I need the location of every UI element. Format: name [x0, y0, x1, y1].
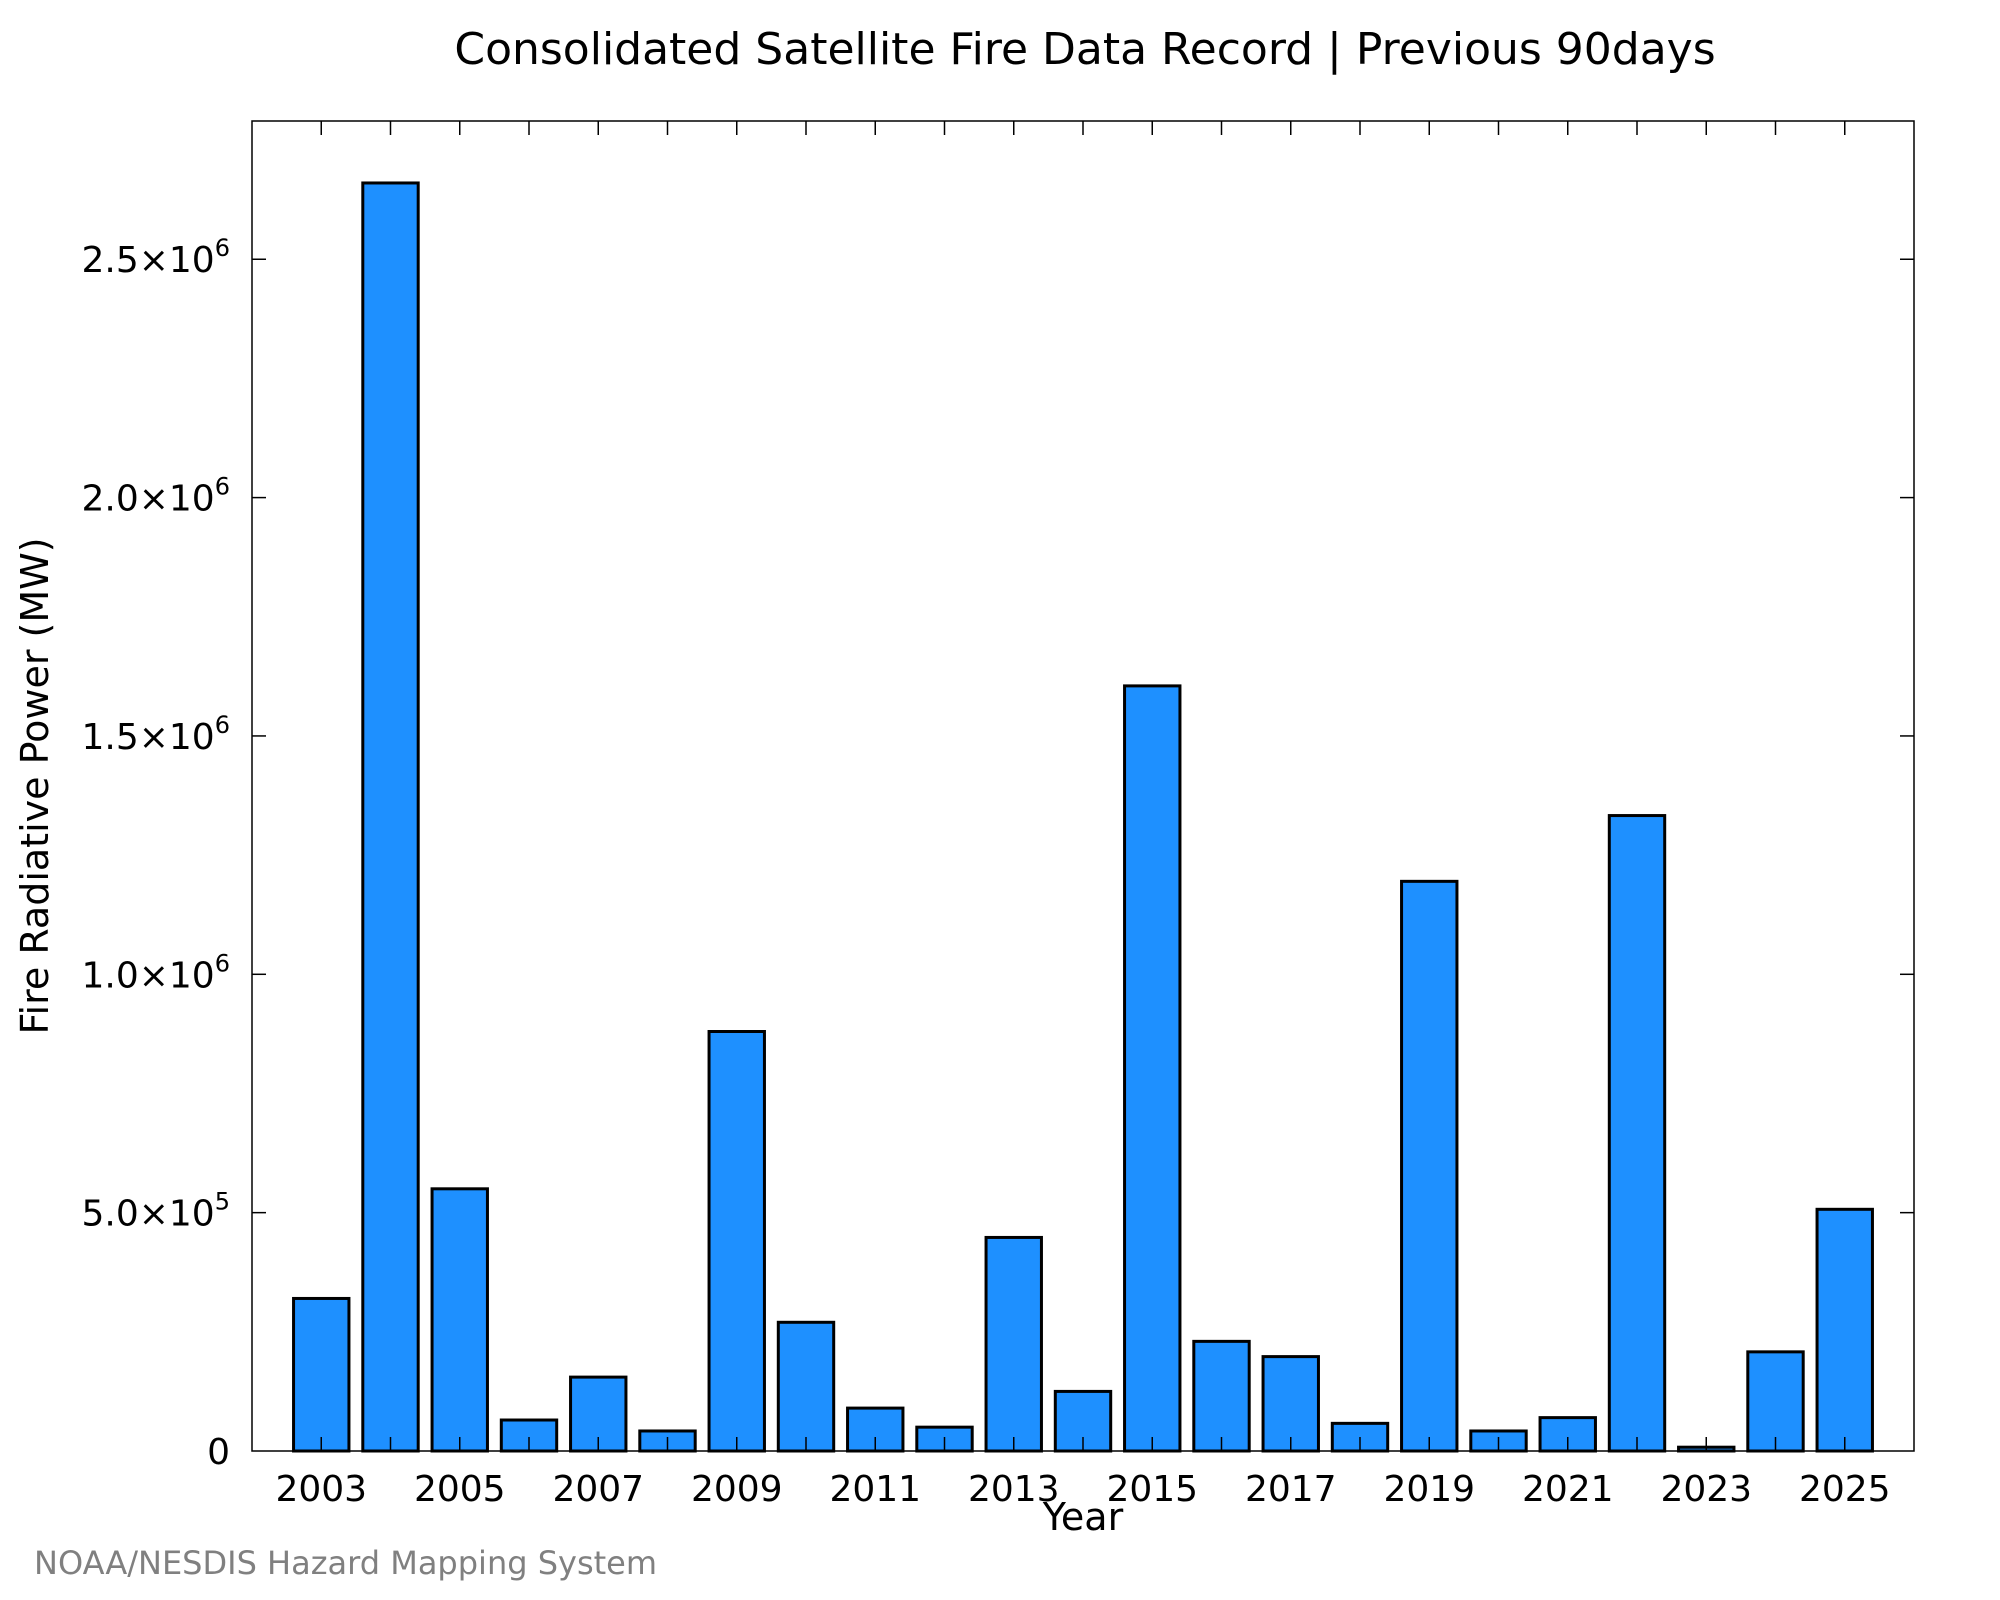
x-tick-label: 2011: [829, 1469, 921, 1510]
y-tick-label: 5.0×105: [81, 1188, 230, 1235]
x-tick-label: 2021: [1522, 1469, 1614, 1510]
y-axis-label: Fire Radiative Power (MW): [13, 537, 57, 1034]
x-axis-label: Year: [1042, 1495, 1124, 1539]
x-tick-label: 2013: [968, 1469, 1060, 1510]
bar-2003: [292, 1296, 351, 1453]
bar-2019: [1400, 879, 1459, 1453]
bar-2005: [430, 1187, 489, 1453]
y-axis-ticks: 0 5.0×105 1.0×106 1.5×106 2.0×106 2.5×106: [81, 234, 1914, 1473]
y-tick-label: 0: [207, 1432, 230, 1473]
y-tick-label: 1.5×106: [81, 711, 230, 758]
bar-2024: [1746, 1350, 1805, 1453]
bar-2010: [776, 1320, 836, 1453]
x-axis-ticks: 2003 2005 2007 2009 2011 2013 2015 2017 2019 2021…: [275, 121, 1891, 1510]
x-tick-label: 2015: [1106, 1469, 1198, 1510]
bar-2004: [361, 181, 420, 1453]
credit-text: NOAA/NESDIS Hazard Mapping System: [34, 1544, 657, 1582]
x-tick-label: 2003: [275, 1469, 367, 1510]
x-tick-label: 2019: [1383, 1469, 1475, 1510]
bar-2009: [707, 1030, 766, 1453]
bar-2017: [1261, 1355, 1320, 1453]
bars-group: [292, 181, 1874, 1453]
x-tick-label: 2009: [691, 1469, 783, 1510]
x-tick-label: 2007: [552, 1469, 644, 1510]
x-tick-label: 2017: [1245, 1469, 1337, 1510]
bar-2022: [1607, 814, 1667, 1453]
x-tick-label: 2025: [1799, 1469, 1891, 1510]
chart-title: Consolidated Satellite Fire Data Record …: [454, 24, 1715, 75]
bar-2015: [1123, 684, 1182, 1453]
y-tick-label: 2.0×106: [81, 473, 230, 520]
bar-2025: [1815, 1207, 1874, 1453]
x-tick-label: 2023: [1660, 1469, 1752, 1510]
bar-2013: [984, 1235, 1043, 1453]
y-tick-label: 2.5×106: [81, 234, 230, 281]
x-tick-label: 2005: [414, 1469, 506, 1510]
y-tick-label: 1.0×106: [81, 949, 230, 996]
bar-2016: [1192, 1339, 1251, 1453]
